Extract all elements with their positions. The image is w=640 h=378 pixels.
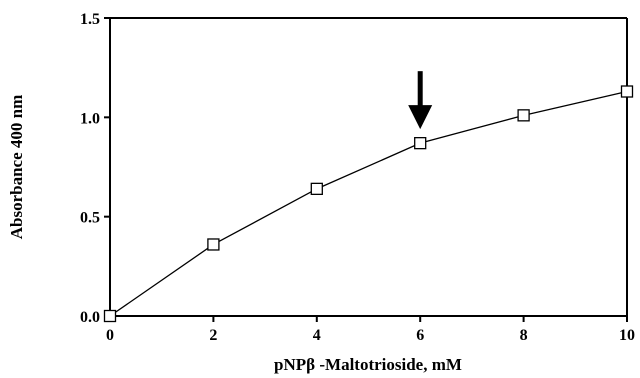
y-tick-label: 0.5 xyxy=(80,210,100,227)
plot-area xyxy=(109,17,628,317)
x-tick-label: 2 xyxy=(209,327,217,344)
annotations xyxy=(408,71,433,130)
y-ticks: 0.0 0.5 1.0 1.5 xyxy=(80,11,110,326)
series-line xyxy=(109,90,628,317)
y-axis-title: Absorbance 400 nm xyxy=(7,95,26,240)
x-ticks: 0 2 4 6 8 10 xyxy=(106,316,635,344)
data-point-marker xyxy=(207,238,220,251)
x-tick-label: 4 xyxy=(313,327,321,344)
data-point-marker xyxy=(310,182,323,196)
data-point-marker xyxy=(414,137,427,150)
data-point-marker xyxy=(620,85,634,98)
x-tick-label: 8 xyxy=(520,327,528,344)
x-tick-label: 0 xyxy=(106,327,114,344)
data-point-marker xyxy=(517,109,530,122)
series-group xyxy=(103,85,634,323)
arrow-head xyxy=(408,105,433,130)
x-tick-label: 6 xyxy=(416,327,424,344)
x-axis-title: pNPβ -Maltotrioside, mM xyxy=(274,355,462,374)
y-tick-label: 0.0 xyxy=(80,309,100,326)
x-tick-label: 10 xyxy=(619,327,635,344)
y-tick-label: 1.0 xyxy=(80,110,100,127)
y-tick-label: 1.5 xyxy=(80,11,100,28)
data-point-marker xyxy=(103,309,117,323)
